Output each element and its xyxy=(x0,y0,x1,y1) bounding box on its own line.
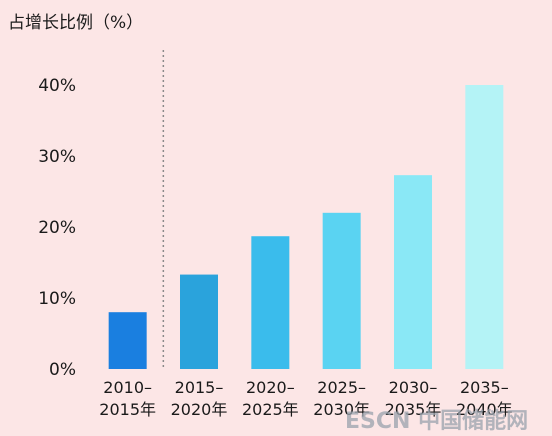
y-axis-label: 占增长比例（%） xyxy=(8,13,143,33)
y-tick-label: 10% xyxy=(38,289,76,309)
x-tick-label: 2015年 xyxy=(99,400,156,419)
x-tick-label: 2020年 xyxy=(171,400,228,419)
x-tick-label: 2040年 xyxy=(456,400,513,419)
y-tick-label: 0% xyxy=(49,360,76,380)
x-tick-label: 2030年 xyxy=(313,400,370,419)
bar xyxy=(394,175,432,369)
bars xyxy=(108,85,504,369)
x-tick-labels: 2010– 2015年 2015– 2020年 2020– 2025年 2025– 2030年… xyxy=(99,378,512,419)
y-tick-label: 30% xyxy=(38,147,76,167)
x-tick-label: 2030– xyxy=(389,378,438,397)
x-tick-label: 2015– xyxy=(175,378,224,397)
bar xyxy=(251,236,290,369)
watermark: ESCN 中国储能网 xyxy=(345,408,528,434)
bar xyxy=(180,274,218,369)
x-tick-label: 2035– xyxy=(460,378,509,397)
x-tick-label: 2025年 xyxy=(242,400,299,419)
bar xyxy=(322,212,361,369)
x-tick-label: 2025– xyxy=(317,378,366,397)
y-tick-label: 20% xyxy=(38,218,76,238)
x-tick-label: 2035年 xyxy=(385,400,442,419)
x-tick-label: 2010– xyxy=(103,378,152,397)
y-ticks: 0% 10% 20% 30% 40% xyxy=(38,76,76,380)
x-tick-label: 2020– xyxy=(246,378,295,397)
y-tick-label: 40% xyxy=(38,76,76,96)
bar xyxy=(465,85,504,369)
bar xyxy=(108,312,147,369)
